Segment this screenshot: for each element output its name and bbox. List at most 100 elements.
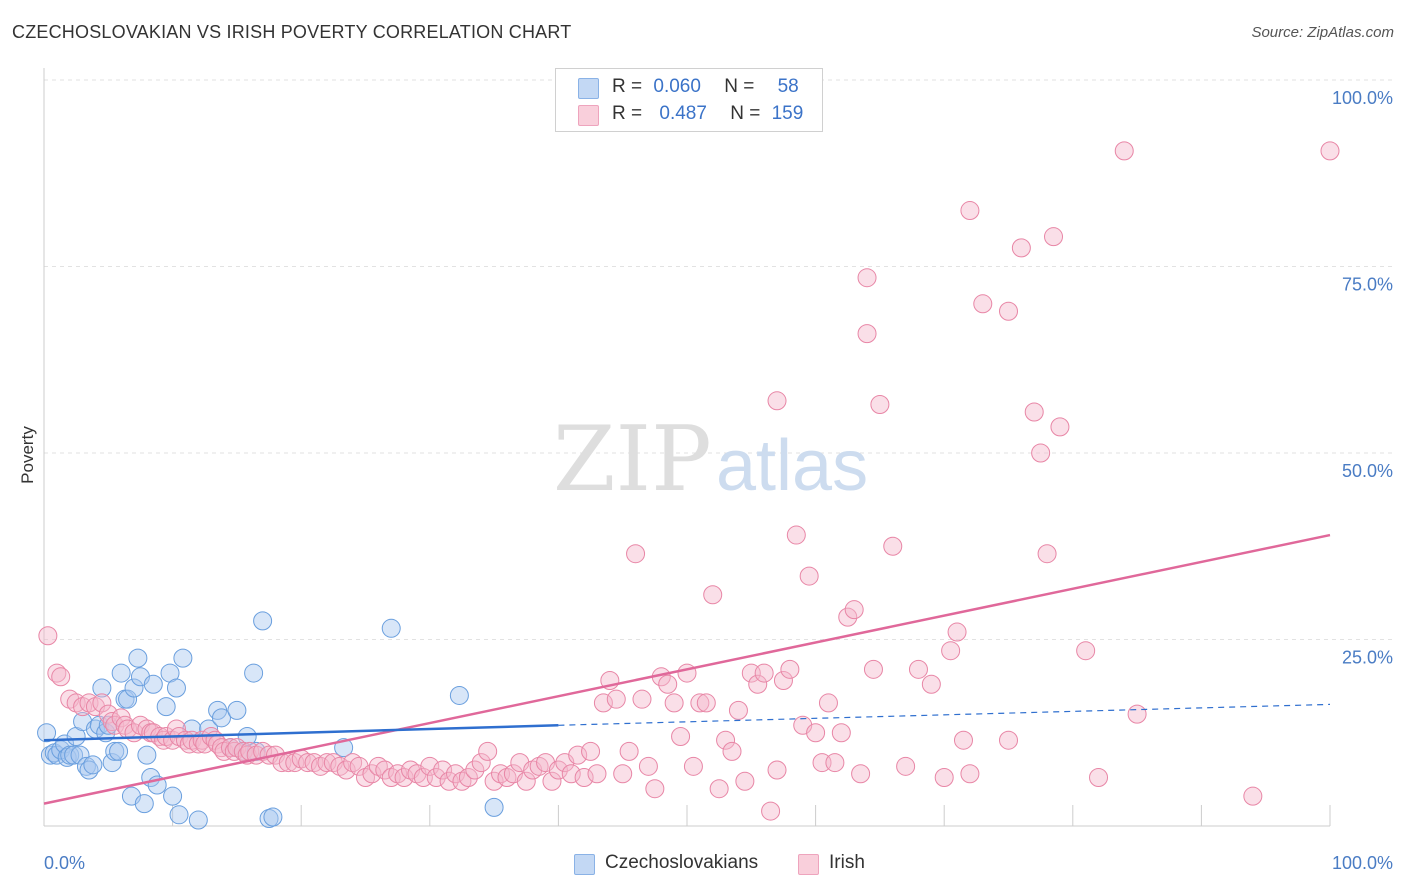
irish-point [317,753,337,773]
czech-points [37,611,504,830]
irish-point [574,768,594,788]
irish-point [420,756,440,776]
irish-point [561,764,581,784]
irish-point [362,764,382,784]
irish-point [773,671,793,691]
irish-point [1243,786,1263,806]
irish-point [825,753,845,773]
czech-point [111,663,131,683]
axes [43,68,1330,827]
x-tick-labels: 0.0% 100.0% [44,853,1393,873]
czech-trend-line [43,724,559,742]
czech-point [143,674,163,694]
irish-point [638,756,658,776]
irish-point [458,768,478,788]
irish-point [908,659,928,679]
source-label: Source: ZipAtlas.com [1251,24,1394,41]
bottom-legend-label-czech: Czechoslovakians [605,852,759,873]
czech-point [188,810,208,830]
y-tick-labels: 25.0% 50.0% 75.0% 100.0% [1332,88,1393,668]
irish-point [1114,141,1134,161]
irish-point [388,764,408,784]
czech-point [76,756,96,776]
irish-point [92,693,112,713]
irish-point [298,753,318,773]
irish-point [220,738,240,758]
irish-point [1127,704,1147,724]
czech-point [163,786,183,806]
irish-trend-line [43,533,1331,805]
trend-lines [43,533,1331,805]
irish-point [233,741,253,761]
czech-point [109,741,129,761]
irish-point [857,324,877,344]
irish-point [947,622,967,642]
irish-point [426,768,446,788]
irish-point [690,693,710,713]
legend-r-value-irish: 0.487 [659,103,707,124]
irish-point [767,391,787,411]
irish-point [921,674,941,694]
irish-point [851,764,871,784]
irish-point [452,771,472,791]
irish-point [394,768,414,788]
czech-point [199,719,219,739]
irish-point [999,301,1018,321]
czech-point [253,611,273,631]
bottom-legend-label-irish: Irish [829,852,865,873]
czech-point [134,794,154,814]
czech-point [244,663,264,683]
legend-r-label: R = [612,76,643,97]
irish-point [870,395,890,415]
irish-point [47,663,67,683]
irish-point [51,667,71,687]
irish-point [568,745,588,765]
irish-point [433,760,453,780]
irish-point [973,294,993,314]
czech-point [173,648,193,668]
czech-point [156,697,176,717]
irish-point [780,659,800,679]
irish-point [1320,141,1340,161]
irish-points [38,141,1340,821]
czech-point [92,678,112,698]
irish-point [831,723,851,743]
czech-point [137,745,157,765]
irish-point [1076,641,1096,661]
legend-n-label: N = [730,103,761,124]
irish-point [343,753,363,773]
irish-point [593,693,613,713]
irish-point [748,674,768,694]
irish-point [484,771,504,791]
irish-point [548,760,568,780]
irish-point [613,764,633,784]
irish-point [818,693,838,713]
legend-swatch-czech [578,78,599,99]
irish-point [716,730,736,750]
irish-point [863,659,883,679]
irish-point [105,715,125,735]
irish-point [735,771,755,791]
irish-point [478,741,498,761]
irish-point [330,756,350,776]
czech-point [37,723,57,743]
irish-point [658,674,678,694]
irish-point [703,585,723,605]
irish-point [471,753,491,773]
czech-point [211,708,231,728]
czech-point [70,745,90,765]
y-tick-label: 50.0% [1342,461,1393,481]
irish-point [336,760,356,780]
irish-point [664,693,684,713]
watermark-atlas: atlas [716,426,868,506]
czech-point [166,678,186,698]
chart-title: CZECHOSLOVAKIAN VS IRISH POVERTY CORRELA… [12,22,572,42]
irish-point [883,536,903,556]
irish-point [1089,768,1109,788]
irish-point [934,768,954,788]
irish-point [632,689,652,709]
irish-point [896,756,916,776]
irish-point [671,726,691,746]
irish-point [368,756,388,776]
